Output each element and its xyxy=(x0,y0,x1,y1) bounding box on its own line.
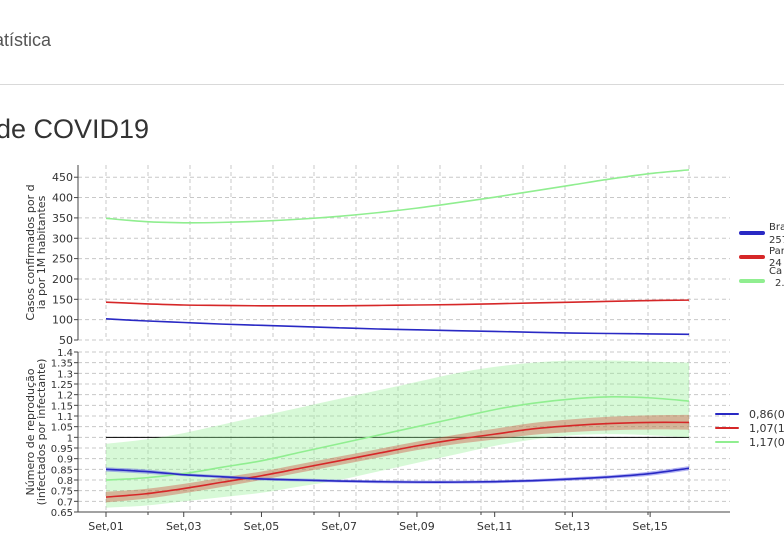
legend-label: 1,07(1 xyxy=(749,422,784,435)
y-tick-label: 1.25 xyxy=(51,380,73,391)
legend-label: 257 xyxy=(769,235,784,246)
legend-label: 24 xyxy=(769,258,782,269)
x-tick-label: Set,15 xyxy=(632,520,668,533)
x-tick-label: Set,03 xyxy=(166,520,202,533)
legend-label: 2. xyxy=(775,278,784,289)
page-title: de COVID19 xyxy=(0,114,150,144)
series-line xyxy=(105,299,690,307)
confidence-band xyxy=(106,466,689,484)
series-line xyxy=(105,169,690,224)
y-tick-label: 1.15 xyxy=(51,401,73,412)
confidence-band xyxy=(106,360,689,508)
y-tick-label: 1.2 xyxy=(57,391,73,402)
series-line xyxy=(105,421,690,498)
y-tick-label: 350 xyxy=(52,212,73,225)
y-tick-label: 1.05 xyxy=(51,423,73,434)
y-axis-label-line: (infectados por infectante) xyxy=(35,359,48,506)
y-tick-label: 0.95 xyxy=(51,444,73,455)
reproduction-chart: 0.650.70.750.80.850.90.9511.051.11.151.2… xyxy=(24,348,784,533)
y-axis-label-line: Número de reprodução xyxy=(24,368,37,495)
y-tick-label: 0.85 xyxy=(51,465,73,476)
y-tick-label: 300 xyxy=(52,232,73,245)
y-tick-label: 1 xyxy=(67,433,73,444)
y-axis-label: Número de reprodução(infectados por infe… xyxy=(24,359,48,506)
y-tick-label: 1.1 xyxy=(57,412,73,423)
y-tick-label: 0.75 xyxy=(51,487,73,498)
y-tick-label: 200 xyxy=(52,273,73,286)
legend-label: Par xyxy=(769,246,784,257)
x-tick-label: Set,09 xyxy=(399,520,435,533)
y-tick-label: 1.4 xyxy=(57,348,73,359)
legend-label: 0,86(0 xyxy=(749,408,784,421)
y-tick-label: 50 xyxy=(59,334,73,347)
y-tick-label: 0.9 xyxy=(57,455,73,466)
y-tick-label: 100 xyxy=(52,314,73,327)
series-line xyxy=(105,467,690,483)
y-axis-label-line: ia por 1M habitantes xyxy=(35,195,48,309)
y-tick-label: 0.7 xyxy=(57,497,73,508)
y-tick-label: 450 xyxy=(52,171,73,184)
series-line xyxy=(105,395,690,481)
legend-label: Bra xyxy=(769,222,784,233)
legend-label: Ca xyxy=(769,266,782,277)
y-tick-label: 1.35 xyxy=(51,359,73,370)
site-title: atística xyxy=(0,30,52,50)
series-line xyxy=(105,318,690,336)
y-tick-label: 1.3 xyxy=(57,369,73,380)
legend-label: 1,17(0 xyxy=(749,436,784,449)
x-tick-label: Set,11 xyxy=(477,520,513,533)
cases-chart: 50 100 150 200 250 300 350 400 450 Casos confirma… xyxy=(24,165,784,347)
top-bar: atística xyxy=(0,0,784,85)
y-tick-label: 0.65 xyxy=(51,508,73,519)
x-tick-label: Set,05 xyxy=(244,520,280,533)
y-axis-label: Casos confirmados por dia por 1M habitan… xyxy=(24,184,48,320)
confidence-band xyxy=(106,414,689,503)
x-tick-label: Set,13 xyxy=(555,520,591,533)
y-tick-label: 150 xyxy=(52,293,73,306)
x-tick-label: Set,01 xyxy=(88,520,124,533)
x-tick-label: Set,07 xyxy=(321,520,357,533)
y-tick-label: 400 xyxy=(52,192,73,205)
y-axis-label-line: Casos confirmados por d xyxy=(24,184,37,320)
y-tick-label: 0.8 xyxy=(57,476,73,487)
y-tick-label: 250 xyxy=(52,253,73,266)
